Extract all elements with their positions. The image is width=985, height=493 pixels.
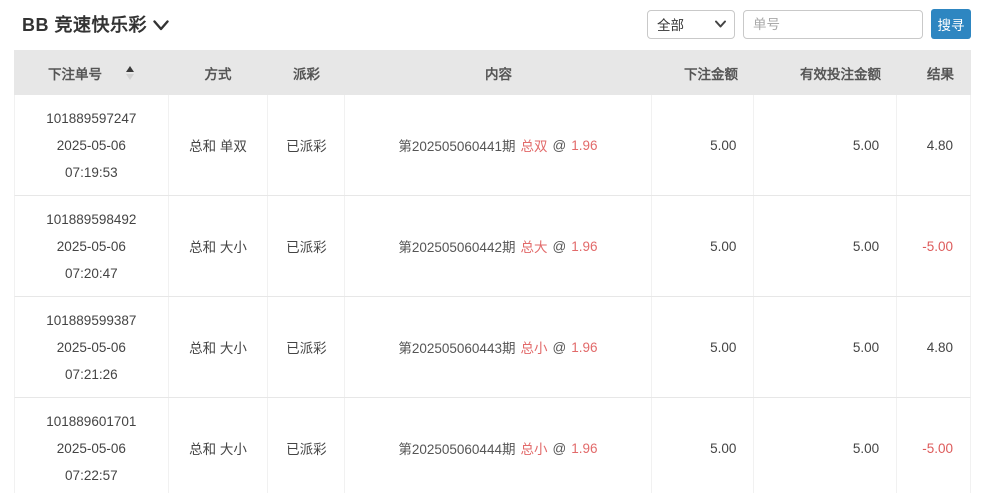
select-chevron-icon xyxy=(715,20,726,27)
payout-status-cell: 已派彩 xyxy=(268,196,346,296)
order-cell: 101889599387 2025-05-06 07:21:26 xyxy=(15,297,169,397)
draw-period: 第202505060442期 xyxy=(398,240,516,255)
payout-status-cell: 已派彩 xyxy=(268,297,346,397)
result-value: 4.80 xyxy=(926,137,953,153)
search-button[interactable]: 搜寻 xyxy=(931,9,971,39)
table-row: 101889601701 2025-05-06 07:22:57 总和 大小 已… xyxy=(14,398,971,493)
odds-value: 1.96 xyxy=(571,339,598,355)
payout-status-cell: 已派彩 xyxy=(268,95,346,195)
bet-amount-cell: 5.00 xyxy=(652,196,755,296)
odds-value: 1.96 xyxy=(571,440,598,456)
valid-amount-cell: 5.00 xyxy=(754,398,898,493)
bet-pick: 总小 xyxy=(520,341,548,356)
bet-amount-cell: 5.00 xyxy=(652,398,755,493)
order-date: 2025-05-06 xyxy=(56,339,126,355)
at-sign: @ xyxy=(552,339,567,355)
order-time: 07:22:57 xyxy=(65,467,118,483)
bet-pick: 总小 xyxy=(520,442,548,457)
valid-amount-cell: 5.00 xyxy=(754,196,898,296)
column-header-order[interactable]: 下注单号 xyxy=(14,50,168,95)
order-cell: 101889597247 2025-05-06 07:19:53 xyxy=(15,95,169,195)
column-header-result: 结果 xyxy=(927,66,954,82)
at-sign: @ xyxy=(552,440,567,456)
order-id: 101889601701 xyxy=(46,413,137,429)
order-cell: 101889601701 2025-05-06 07:22:57 xyxy=(15,398,169,493)
result-value: -5.00 xyxy=(922,238,953,254)
table-row: 101889599387 2025-05-06 07:21:26 总和 大小 已… xyxy=(14,297,971,398)
at-sign: @ xyxy=(552,137,567,153)
column-header-method: 方式 xyxy=(204,66,232,82)
order-date: 2025-05-06 xyxy=(56,440,126,456)
odds-value: 1.96 xyxy=(571,137,598,153)
chevron-down-icon xyxy=(153,20,169,31)
method-cell: 总和 大小 xyxy=(169,196,269,296)
bet-pick: 总双 xyxy=(520,139,548,154)
bet-amount-cell: 5.00 xyxy=(652,297,755,397)
column-header-content: 内容 xyxy=(485,66,512,82)
sort-asc-arrow xyxy=(126,65,134,72)
order-date: 2025-05-06 xyxy=(56,137,126,153)
result-value: -5.00 xyxy=(922,440,953,456)
order-id: 101889599387 xyxy=(46,312,137,328)
table-header-row: 下注单号 方式 派彩 内容 下注金额 有效投注金额 结果 xyxy=(14,50,971,95)
order-id: 101889597247 xyxy=(46,110,137,126)
draw-period: 第202505060444期 xyxy=(398,442,516,457)
draw-period: 第202505060443期 xyxy=(398,341,516,356)
odds-value: 1.96 xyxy=(571,238,598,254)
content-cell: 第202505060443期 总小 @ 1.96 xyxy=(345,297,652,397)
payout-status-cell: 已派彩 xyxy=(268,398,346,493)
bet-pick: 总大 xyxy=(520,240,548,255)
order-cell: 101889598492 2025-05-06 07:20:47 xyxy=(15,196,169,296)
filter-select-value: 全部 xyxy=(657,18,684,33)
content-cell: 第202505060441期 总双 @ 1.96 xyxy=(345,95,652,195)
page-title: BB 竞速快乐彩 xyxy=(22,15,147,35)
column-header-bet-amount: 下注金额 xyxy=(684,66,738,82)
bet-amount-cell: 5.00 xyxy=(652,95,755,195)
valid-amount-cell: 5.00 xyxy=(754,95,898,195)
valid-amount-cell: 5.00 xyxy=(754,297,898,397)
bet-records-table: 下注单号 方式 派彩 内容 下注金额 有效投注金额 结果 10188959724… xyxy=(14,50,971,493)
order-time: 07:20:47 xyxy=(65,265,118,281)
order-id: 101889598492 xyxy=(46,211,137,227)
column-header-valid-amount: 有效投注金额 xyxy=(800,66,881,82)
game-title-dropdown[interactable]: BB 竞速快乐彩 xyxy=(22,11,169,37)
sort-desc-arrow xyxy=(126,73,134,80)
column-header-payout: 派彩 xyxy=(293,66,320,82)
content-cell: 第202505060442期 总大 @ 1.96 xyxy=(345,196,652,296)
draw-period: 第202505060441期 xyxy=(398,139,516,154)
result-value: 4.80 xyxy=(926,339,953,355)
method-cell: 总和 大小 xyxy=(169,297,269,397)
order-date: 2025-05-06 xyxy=(56,238,126,254)
table-body: 101889597247 2025-05-06 07:19:53 总和 单双 已… xyxy=(14,95,971,493)
at-sign: @ xyxy=(552,238,567,254)
filter-controls: 全部 搜寻 xyxy=(647,9,971,39)
order-number-input[interactable] xyxy=(743,9,923,39)
table-row: 101889597247 2025-05-06 07:19:53 总和 单双 已… xyxy=(14,95,971,196)
filter-select[interactable]: 全部 xyxy=(647,9,735,39)
order-time: 07:19:53 xyxy=(65,164,118,180)
order-time: 07:21:26 xyxy=(65,366,118,382)
sort-icon[interactable] xyxy=(126,65,134,80)
method-cell: 总和 大小 xyxy=(169,398,269,493)
table-row: 101889598492 2025-05-06 07:20:47 总和 大小 已… xyxy=(14,196,971,297)
topbar: BB 竞速快乐彩 全部 搜寻 xyxy=(0,0,985,50)
content-cell: 第202505060444期 总小 @ 1.96 xyxy=(345,398,652,493)
method-cell: 总和 单双 xyxy=(169,95,269,195)
